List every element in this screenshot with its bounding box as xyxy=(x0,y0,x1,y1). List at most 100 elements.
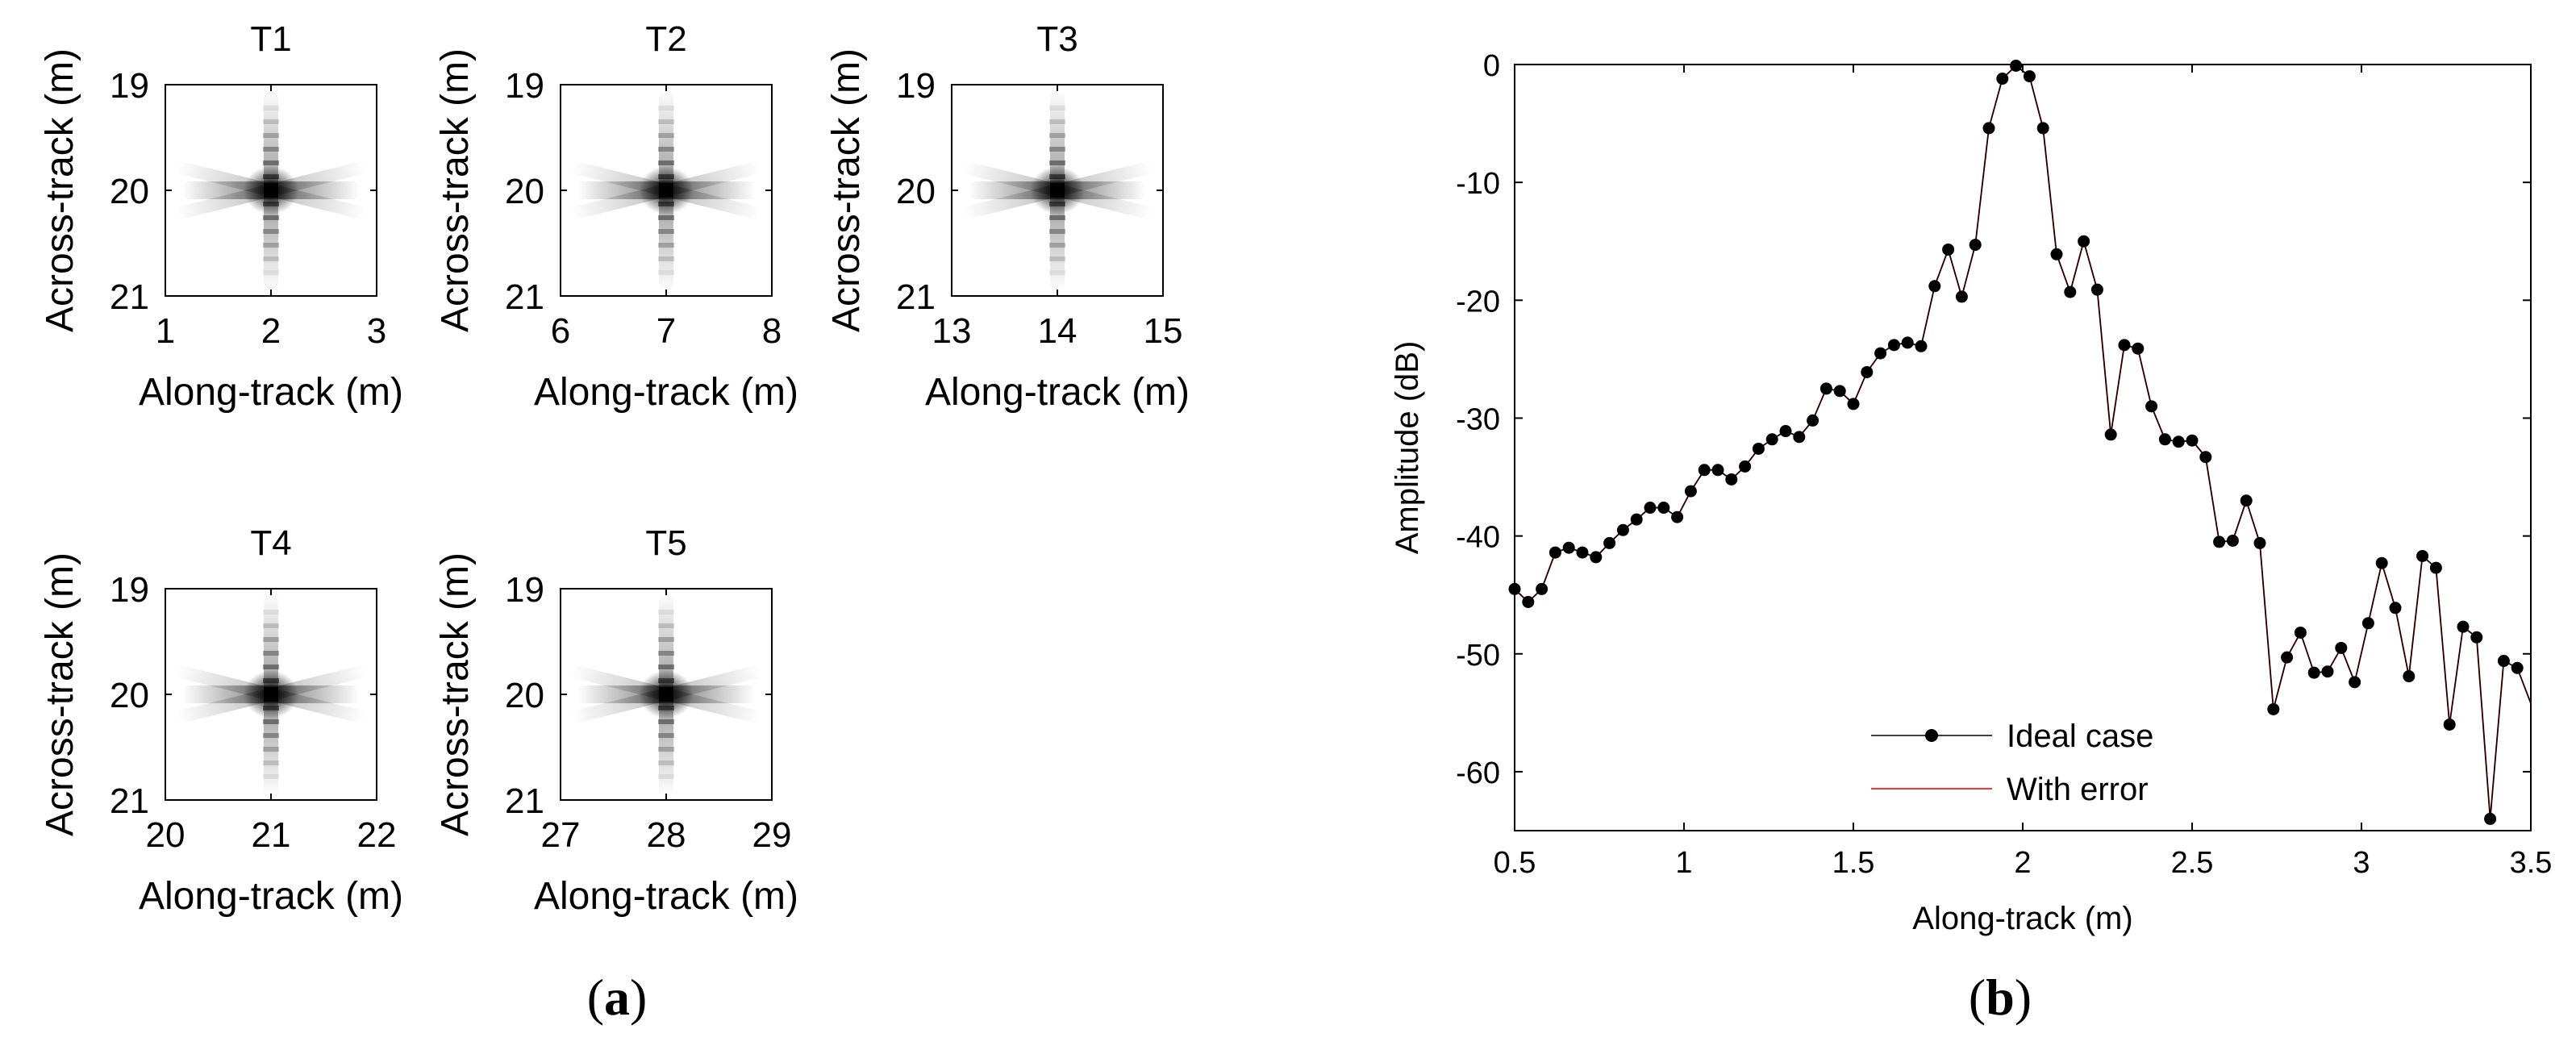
ideal-case-point xyxy=(2118,339,2131,352)
ideal-case-point xyxy=(2389,602,2402,615)
psf-striation xyxy=(263,215,279,220)
ideal-case-point xyxy=(1819,382,1832,395)
psf-striation xyxy=(263,610,279,615)
ideal-case-point xyxy=(2416,549,2429,562)
ideal-case-point xyxy=(1616,523,1629,536)
line-series-with-error xyxy=(1514,65,2532,819)
psf-striation xyxy=(658,133,674,138)
profile-x-tick-label: 1 xyxy=(1675,846,1692,880)
psf-peak xyxy=(264,183,278,198)
ideal-case-point xyxy=(1603,536,1616,549)
ideal-case-point xyxy=(2104,428,2117,441)
psf-striation xyxy=(658,106,674,110)
profile-y-tick-label: -40 xyxy=(1456,521,1500,555)
ideal-case-point xyxy=(1698,464,1711,477)
ideal-case-point xyxy=(1833,385,1846,398)
ideal-case-point xyxy=(1793,431,1806,444)
psf-striation xyxy=(263,160,279,165)
profile-y-tick-label: -30 xyxy=(1456,402,1500,436)
psf-striation xyxy=(658,147,674,152)
ideal-case-point xyxy=(2010,59,2023,72)
psf-striation xyxy=(1049,133,1065,138)
subplot-title: T5 xyxy=(645,523,686,563)
x-axis-label: Along-track (m) xyxy=(534,371,798,414)
ideal-case-point xyxy=(1901,336,1914,349)
ideal-case-point xyxy=(1996,73,2009,85)
ideal-case-point xyxy=(1874,347,1887,360)
y-tick-label: 21 xyxy=(110,277,149,317)
x-axis-label: Along-track (m) xyxy=(139,371,403,414)
psf-peak xyxy=(1050,183,1065,198)
ideal-case-point xyxy=(1969,239,1982,252)
profile-y-tick-label: 0 xyxy=(1483,49,1500,83)
psf-subplot-t3: T3 13 19 14 20 15 21 Along-track (m) Across-trac… xyxy=(825,19,1190,414)
ideal-case-point xyxy=(1779,425,1792,438)
ideal-case-point xyxy=(2484,812,2497,825)
ideal-case-point xyxy=(1915,340,1928,352)
psf-striation xyxy=(658,665,674,669)
psf-striation xyxy=(1049,229,1065,234)
profile-x-axis-label: Along-track (m) xyxy=(1912,901,2132,936)
ideal-case-point xyxy=(2267,702,2280,715)
psf-striation xyxy=(658,215,674,220)
ideal-case-point xyxy=(1508,582,1521,595)
legend-marker-ideal-case xyxy=(1925,729,1938,742)
psf-striation xyxy=(658,651,674,656)
ideal-case-point xyxy=(2403,670,2416,683)
subplot-title: T3 xyxy=(1036,19,1078,59)
line-series-ideal-case xyxy=(1514,65,2532,819)
psf-striation xyxy=(1049,256,1065,261)
psf-striation xyxy=(263,133,279,138)
psf-striation xyxy=(263,243,279,248)
psf-striation xyxy=(263,747,279,752)
psf-striation xyxy=(263,651,279,656)
ideal-case-point xyxy=(2457,620,2470,633)
ideal-case-point xyxy=(2078,235,2090,248)
ideal-case-point xyxy=(2253,536,2266,549)
ideal-case-point xyxy=(1590,551,1603,564)
y-tick-label: 19 xyxy=(110,570,149,610)
x-tick-label: 2 xyxy=(261,311,281,351)
psf-peak xyxy=(659,687,673,702)
x-tick-label: 22 xyxy=(357,815,397,855)
x-tick-label: 21 xyxy=(252,815,291,855)
ideal-case-point xyxy=(2132,342,2145,355)
ideal-case-point xyxy=(2023,70,2036,83)
ideal-case-point xyxy=(1711,464,1724,477)
ideal-case-point xyxy=(1765,433,1778,446)
ideal-case-point xyxy=(1807,414,1819,427)
x-tick-label: 7 xyxy=(657,311,676,351)
ideal-case-point xyxy=(2321,665,2334,678)
y-tick-label: 21 xyxy=(896,277,936,317)
panel-label-b-letter: b xyxy=(1986,969,2015,1026)
ideal-case-markers xyxy=(1508,59,2524,825)
psf-striation xyxy=(1049,270,1065,275)
x-tick-label: 15 xyxy=(1144,311,1183,351)
ideal-case-point xyxy=(2050,248,2063,260)
ideal-case-point xyxy=(1739,460,1752,473)
x-tick-label: 3 xyxy=(367,311,386,351)
panel-label-b: (b) xyxy=(1969,969,2032,1026)
psf-striation xyxy=(263,229,279,234)
ideal-case-point xyxy=(2145,400,2158,413)
ideal-case-point xyxy=(1549,546,1561,559)
profile-y-tick-label: -20 xyxy=(1456,285,1500,319)
profile-tick-labels: 0.5 1 1.5 2 2.5 3 3.5 0 -10 -20 -30 -40 -50 -60 xyxy=(1456,49,2552,880)
x-tick-label: 28 xyxy=(647,815,686,855)
ideal-case-point xyxy=(2294,626,2307,639)
ideal-case-point xyxy=(1576,546,1589,559)
ideal-case-point xyxy=(1928,280,1941,293)
y-axis-label: Across-track (m) xyxy=(434,48,477,332)
y-tick-label: 20 xyxy=(505,172,544,211)
psf-image xyxy=(961,90,1153,291)
ideal-case-point xyxy=(1671,510,1684,523)
legend-label-with-error: With error xyxy=(2007,772,2149,807)
ideal-case-point xyxy=(2443,718,2456,731)
ideal-case-point xyxy=(2470,631,2483,644)
y-axis-label: Across-track (m) xyxy=(39,48,81,332)
ideal-case-point xyxy=(2497,655,2510,668)
ideal-case-point xyxy=(2064,285,2077,298)
x-axis-label: Along-track (m) xyxy=(925,371,1190,414)
psf-striation xyxy=(658,623,674,628)
